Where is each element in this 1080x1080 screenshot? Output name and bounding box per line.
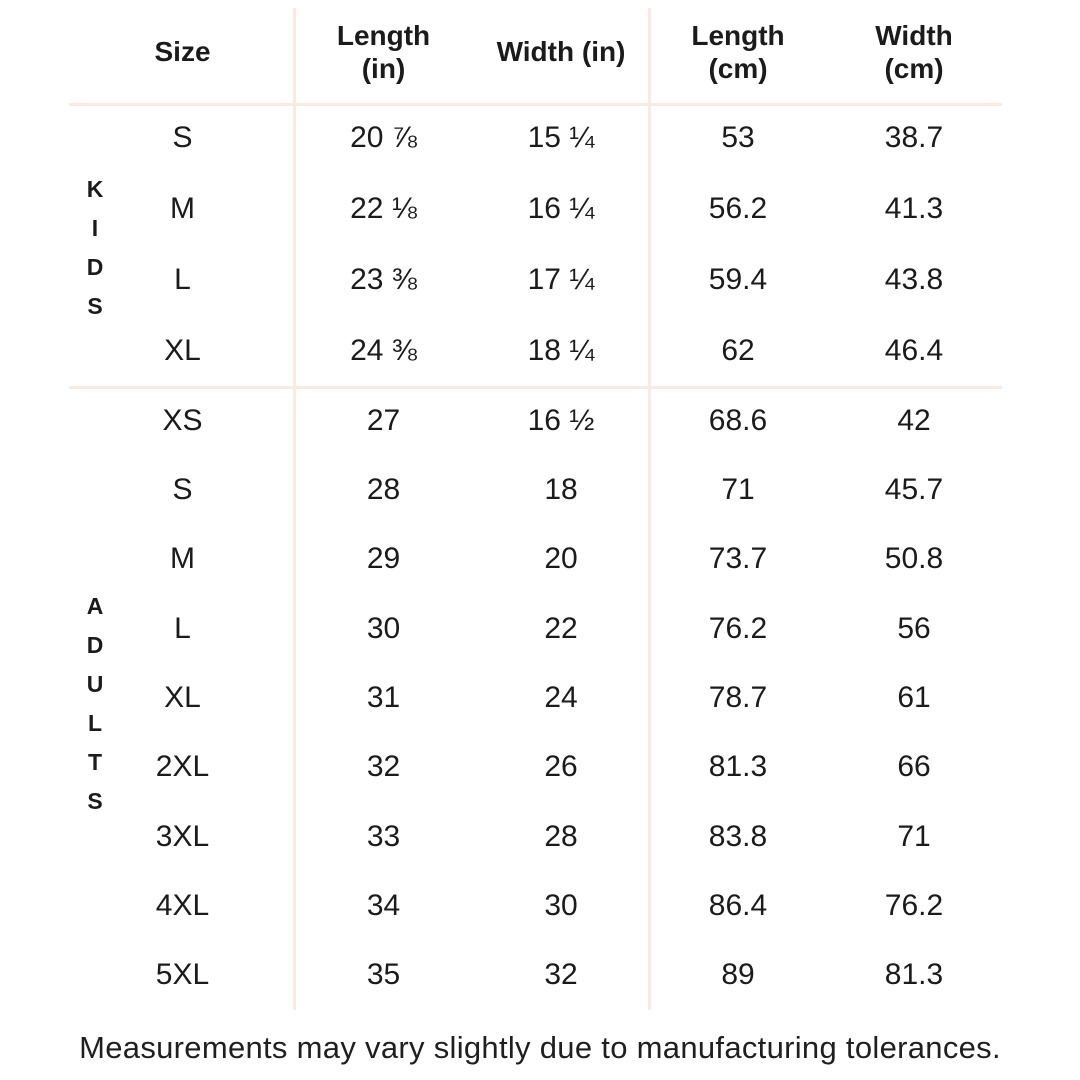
cell-length-cm: 86.4 [708, 888, 768, 922]
cell-width-cm: 42 [897, 403, 931, 437]
cell-length-in: 35 [366, 958, 401, 992]
cell-width-in: 18 [544, 472, 578, 506]
col-header-length-cm-label: Length (cm) [691, 19, 785, 84]
cell-size: 3XL [155, 819, 210, 853]
section-divider [69, 386, 1002, 389]
group-label-adults: ADULTS [86, 593, 104, 814]
cell-length-in: 29 [366, 542, 401, 576]
cell-length-cm: 83.8 [708, 819, 768, 853]
cell-width-in: 30 [544, 888, 578, 922]
cell-width-cm: 50.8 [884, 542, 944, 576]
cell-size: XL [164, 333, 201, 367]
cell-width-in: 22 [544, 611, 578, 645]
table-row: XL 31 24 78.7 61 [70, 663, 1002, 732]
cell-size: S [172, 472, 193, 506]
table-row: S 28 18 71 45.7 [70, 455, 1002, 524]
cell-size: 4XL [155, 888, 210, 922]
table-row: XS 27 16 ½ 68.6 42 [70, 386, 1002, 455]
cell-size: 5XL [155, 958, 210, 992]
cell-length-in: 33 [366, 819, 401, 853]
cell-length-in: 20 ⅞ [350, 121, 417, 155]
col-header-length-in-label: Length (in) [336, 19, 431, 84]
col-header-width-cm-label: Width (cm) [875, 19, 953, 84]
cell-size: XS [162, 403, 203, 437]
cell-width-in: 16 ½ [527, 403, 595, 437]
cell-length-in: 34 [366, 888, 401, 922]
cell-size: 2XL [155, 750, 210, 784]
cell-length-in: 31 [366, 680, 401, 714]
cell-size: M [170, 542, 195, 576]
table-row: L 23 ⅜ 17 ¼ 59.4 43.8 [70, 245, 1002, 316]
cell-length-in: 27 [366, 403, 401, 437]
table-row: M 22 ⅛ 16 ¼ 56.2 41.3 [70, 174, 1002, 245]
cell-length-cm: 89 [721, 958, 755, 992]
cell-length-cm: 81.3 [708, 750, 768, 784]
cell-width-in: 18 ¼ [527, 333, 595, 367]
col-header-size-label: Size [154, 36, 211, 67]
table-row: 5XL 35 32 89 81.3 [70, 941, 1002, 1010]
cell-width-in: 26 [544, 750, 578, 784]
cell-size: M [170, 192, 195, 226]
cell-width-cm: 41.3 [884, 192, 944, 226]
cell-width-cm: 38.7 [884, 121, 944, 155]
col-header-size: Size [70, 35, 295, 68]
cell-length-cm: 59.4 [708, 262, 768, 296]
cell-size: L [174, 611, 191, 645]
cell-length-cm: 68.6 [708, 403, 768, 437]
cell-width-in: 28 [544, 819, 578, 853]
vertical-divider-1 [293, 8, 296, 1010]
col-header-width-cm: Width (cm) [826, 19, 1002, 85]
cell-width-cm: 46.4 [884, 333, 944, 367]
cell-length-cm: 53 [721, 121, 755, 155]
cell-length-in: 32 [366, 750, 401, 784]
cell-width-in: 15 ¼ [527, 121, 595, 155]
cell-width-cm: 71 [897, 819, 931, 853]
cell-width-cm: 43.8 [884, 262, 944, 296]
cell-width-cm: 61 [897, 680, 931, 714]
cell-size: XL [164, 680, 201, 714]
footer-note: Measurements may vary slightly due to ma… [79, 1030, 1001, 1065]
col-header-length-in: Length (in) [295, 19, 472, 85]
table-row: 4XL 34 30 86.4 76.2 [70, 871, 1002, 940]
cell-length-in: 22 ⅛ [350, 192, 417, 226]
cell-length-cm: 56.2 [708, 192, 768, 226]
table-row: XL 24 ⅜ 18 ¼ 62 46.4 [70, 315, 1002, 386]
cell-length-in: 28 [366, 472, 401, 506]
cell-length-in: 30 [366, 611, 401, 645]
header-divider [69, 103, 1002, 106]
cell-width-cm: 81.3 [884, 958, 944, 992]
cell-length-cm: 62 [721, 333, 755, 367]
col-header-length-cm: Length (cm) [650, 19, 826, 85]
table-row: 2XL 32 26 81.3 66 [70, 733, 1002, 802]
cell-length-cm: 71 [721, 472, 755, 506]
table-row: M 29 20 73.7 50.8 [70, 525, 1002, 594]
cell-width-cm: 66 [897, 750, 931, 784]
size-table: Size Length (in) Width (in) Length (cm) … [70, 0, 1002, 1010]
cell-width-in: 24 [544, 680, 578, 714]
cell-length-cm: 76.2 [708, 611, 768, 645]
cell-width-in: 17 ¼ [527, 262, 595, 296]
cell-width-in: 32 [544, 958, 578, 992]
cell-length-cm: 73.7 [708, 542, 768, 576]
cell-width-in: 16 ¼ [527, 192, 595, 226]
table-header-row: Size Length (in) Width (in) Length (cm) … [70, 0, 1002, 103]
group-label-kids: KIDS [86, 176, 104, 319]
col-header-width-in-label: Width (in) [496, 36, 626, 67]
cell-size: S [172, 121, 193, 155]
cell-width-cm: 76.2 [884, 888, 944, 922]
table-row: S 20 ⅞ 15 ¼ 53 38.7 [70, 103, 1002, 174]
table-row: L 30 22 76.2 56 [70, 594, 1002, 663]
cell-length-cm: 78.7 [708, 680, 768, 714]
cell-width-in: 20 [544, 542, 578, 576]
cell-width-cm: 56 [897, 611, 931, 645]
table-row: 3XL 33 28 83.8 71 [70, 802, 1002, 871]
vertical-divider-2 [648, 8, 651, 1010]
col-header-width-in: Width (in) [472, 35, 650, 68]
cell-width-cm: 45.7 [884, 472, 944, 506]
cell-length-in: 24 ⅜ [350, 333, 417, 367]
cell-size: L [174, 262, 191, 296]
cell-length-in: 23 ⅜ [350, 262, 417, 296]
